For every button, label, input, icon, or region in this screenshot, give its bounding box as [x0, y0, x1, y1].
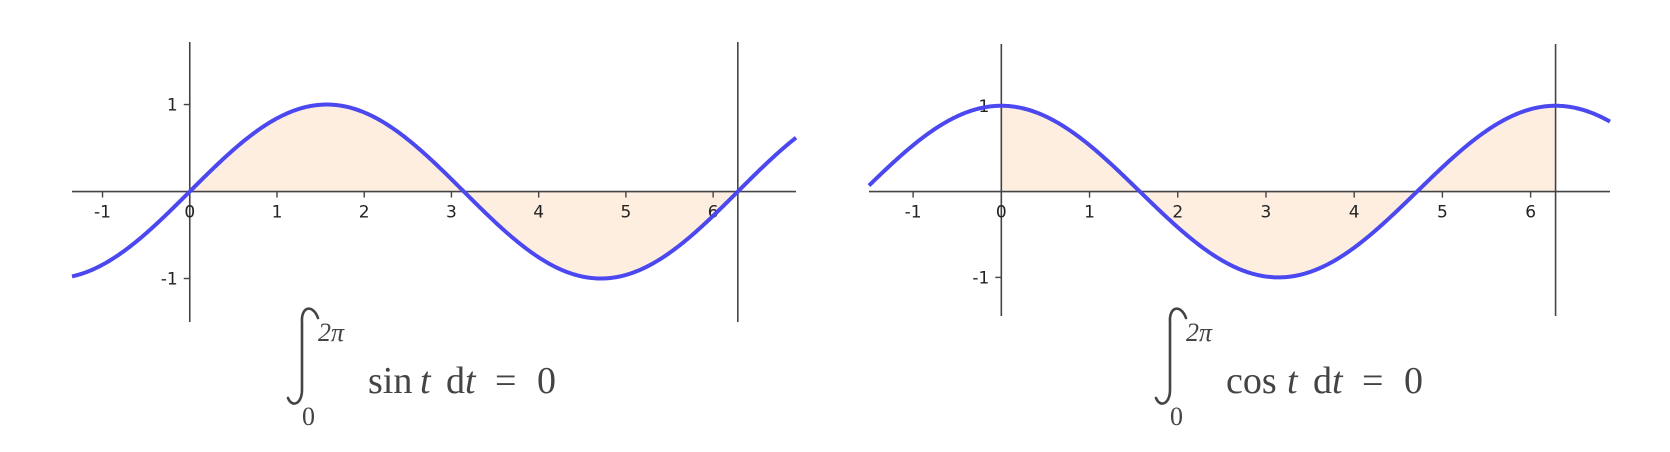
x-tick-label: 2: [1172, 203, 1183, 223]
cos-curve: [867, 103, 1611, 280]
x-tick-label: -1: [905, 203, 922, 223]
x-tick-label: 0: [184, 203, 195, 223]
sin-shaded-area: [189, 104, 738, 279]
x-tick-label: 6: [1525, 203, 1536, 223]
x-tick-label: 1: [1084, 203, 1095, 223]
sin-x-ticks: -1 0 1 2 3 4 5 6: [94, 191, 719, 223]
cos-upper-limit: 2π: [1186, 318, 1213, 347]
sin-differential-variable: t: [465, 360, 477, 402]
cos-y-ticks: 1-1: [972, 97, 1002, 288]
y-tick-label: -1: [972, 268, 989, 288]
x-tick-label: 2: [359, 203, 370, 223]
cos-result: 0: [1404, 360, 1423, 402]
x-tick-label: 4: [1349, 203, 1360, 223]
x-tick-label: 5: [1437, 203, 1448, 223]
cos-differential-variable: t: [1332, 360, 1344, 402]
x-tick-label: 4: [533, 203, 544, 223]
x-tick-label: 3: [1261, 203, 1272, 223]
y-tick-label: 1: [167, 96, 178, 116]
sin-chart: -1 0 1 2 3 4 5 6 1 -1: [71, 42, 798, 322]
sin-integral-sign: [286, 307, 320, 405]
sin-result: 0: [537, 360, 556, 402]
cos-variable: t: [1287, 360, 1299, 402]
sin-function-name: sin: [368, 360, 412, 402]
cos-integral-caption: 2π 0 cos t d t = 0: [1154, 307, 1423, 431]
sin-equals: =: [495, 360, 516, 402]
cos-function-name: cos: [1226, 360, 1277, 402]
sin-upper-limit: 2π: [318, 318, 345, 347]
cos-lower-limit: 0: [1170, 402, 1183, 431]
sin-curve: [71, 102, 798, 281]
cos-chart: -1 0 1 2 3 4 5 6 1-1: [867, 44, 1611, 316]
x-tick-label: -1: [94, 203, 111, 223]
cos-equals: =: [1362, 360, 1383, 402]
sin-variable: t: [420, 360, 432, 402]
sin-differential: d: [446, 360, 465, 402]
x-tick-label: 0: [996, 203, 1007, 223]
cos-integral-sign: [1154, 307, 1188, 405]
cos-x-ticks: -1 0 1 2 3 4 5 6: [905, 191, 1536, 223]
x-tick-label: 3: [446, 203, 457, 223]
x-tick-label: 5: [620, 203, 631, 223]
sin-integral-caption: 2π 0 sin t d t = 0: [286, 307, 556, 431]
x-tick-label: 1: [272, 203, 283, 223]
sin-lower-limit: 0: [302, 402, 315, 431]
cos-differential: d: [1313, 360, 1332, 402]
sin-y-ticks: 1 -1: [161, 96, 190, 290]
y-tick-label: -1: [161, 270, 178, 290]
x-tick-label: 6: [708, 203, 719, 223]
